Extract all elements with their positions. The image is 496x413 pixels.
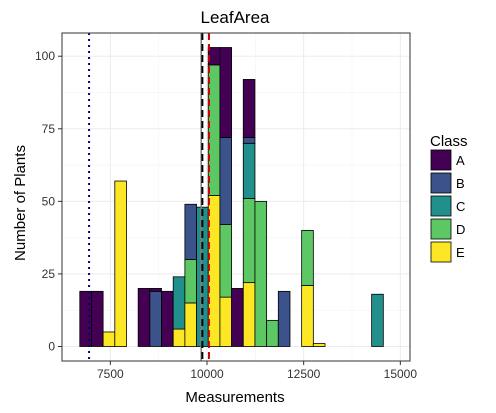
bar-segment-a [219,47,232,138]
bar-segment-d [242,198,256,284]
bar-segment-a [161,290,174,347]
legend-label-a: A [456,153,465,168]
bar-segment-a [207,47,221,66]
bar-segment-e [312,343,326,347]
legend-label-e: E [456,245,465,260]
bar-segment-a [149,288,162,292]
chart-title: LeafArea [201,8,271,27]
bar-segment-e [242,282,256,347]
legend-swatch-a [430,149,452,171]
x-tick-label: 15000 [384,367,418,381]
x-tick-label: 10000 [190,367,224,381]
bar-segment-d [184,259,197,304]
y-tick-label: 25 [42,267,56,281]
bar-segment-a [79,290,92,347]
bar-segment-b [219,137,232,225]
bar-segment-c [172,276,186,330]
x-tick-label: 7500 [97,367,124,381]
bar-segment-e [219,296,232,347]
bar-segment-b [184,203,197,260]
legend-swatch-b [430,172,452,194]
legend-label-c: C [456,199,465,214]
legend-swatch-c [430,195,452,217]
legend-label-d: D [456,222,465,237]
bar-segment-e [301,285,314,347]
plot-border [61,32,411,362]
bar-segment-b [149,290,162,347]
y-tick-label: 75 [42,122,56,136]
bar-segment-d [219,224,232,298]
x-axis-title: Measurements [185,389,284,406]
bar-segment-e [207,195,221,347]
bar-segment-a [231,288,244,347]
bar-segment-e [184,302,197,347]
y-axis-title: Number of Plants [12,145,29,261]
legend-swatch-e [430,241,452,263]
bar-segment-e [172,328,186,347]
bar-segment-e [102,331,116,347]
bar-segment-b [242,137,256,144]
bar-segment-b [277,290,291,347]
bar-segment-d [254,200,268,347]
y-tick-label: 100 [35,49,55,63]
bar-segment-a [91,290,104,347]
bar-segment-e [114,180,127,347]
bar-segment-d [207,64,221,196]
y-tick-label: 50 [42,194,56,208]
x-tick-label: 12500 [287,367,321,381]
bar-segment-c [371,293,384,347]
y-tick-label: 0 [48,339,55,353]
plot-area: 7500 10000 12500 15000 0 25 50 75 100 [35,32,418,381]
bar-segment-c [242,142,256,199]
legend-swatch-d [430,218,452,240]
legend-label-b: B [456,176,465,191]
bar-segment-d [266,319,279,347]
bar-segment-d [301,229,314,286]
legend-title: Class [430,133,468,150]
bar-segment-a [137,288,151,347]
bar-segment-a [242,79,256,138]
